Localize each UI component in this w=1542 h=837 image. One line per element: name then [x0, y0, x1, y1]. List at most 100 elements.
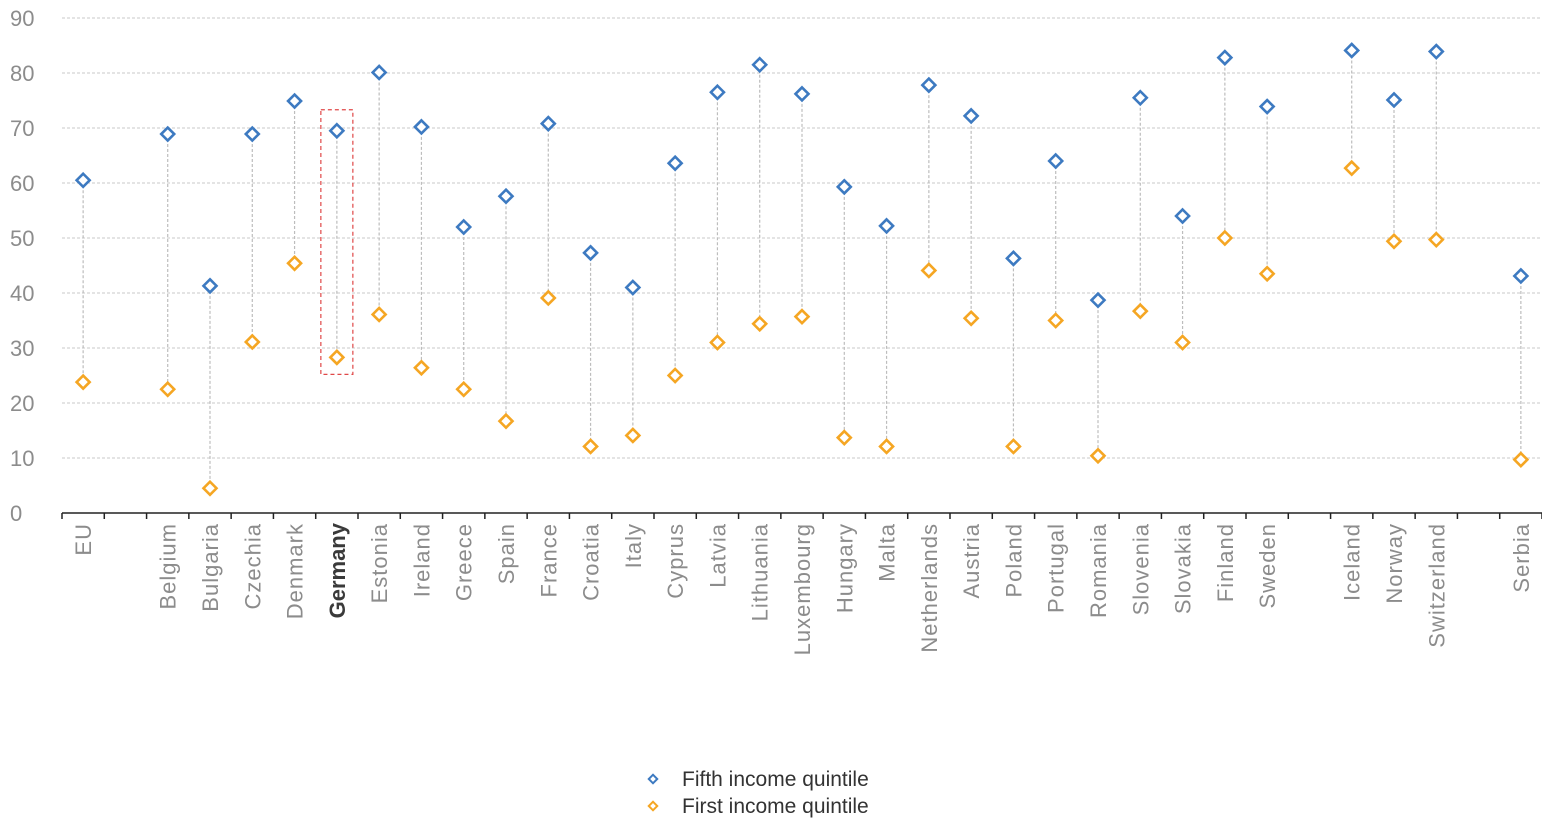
x-tick-label: Cyprus [663, 523, 688, 599]
marker-fifth-quintile [1385, 91, 1403, 109]
marker-fifth-quintile [1512, 267, 1530, 285]
marker-fifth-quintile [539, 115, 557, 132]
marker-first-quintile [1512, 451, 1530, 468]
y-tick-label-0: 0 [10, 501, 22, 526]
marker-fifth-quintile [582, 244, 599, 262]
marker-first-quintile [539, 289, 557, 307]
x-tick-label: Luxembourg [790, 523, 815, 655]
x-tick-label: Croatia [579, 523, 604, 601]
x-tick-label: Bulgaria [198, 523, 223, 612]
marker-first-quintile [751, 315, 769, 333]
marker-fifth-quintile [1005, 250, 1022, 267]
marker-fifth-quintile [709, 83, 726, 101]
marker-fifth-quintile [751, 56, 769, 74]
y-tick-label-20: 20 [10, 391, 34, 416]
marker-first-quintile [1131, 302, 1149, 320]
y-tick-label-70: 70 [10, 116, 34, 141]
x-tick-label: Netherlands [917, 523, 942, 653]
marker-first-quintile [920, 262, 938, 279]
marker-fifth-quintile [624, 279, 642, 296]
x-tick-label: Finland [1213, 523, 1238, 602]
x-tick-label: Portugal [1044, 523, 1069, 613]
x-tick-label: Belgium [156, 523, 181, 609]
marker-fifth-quintile [1427, 43, 1445, 60]
marker-first-quintile [1427, 231, 1445, 248]
marker-fifth-quintile [920, 76, 938, 94]
marker-fifth-quintile [1089, 291, 1107, 309]
x-tick-label: Iceland [1340, 523, 1365, 601]
x-tick-label: France [536, 523, 561, 597]
marker-first-quintile [201, 479, 219, 497]
x-tick-label: Norway [1382, 523, 1407, 604]
x-tick-label: Poland [1001, 523, 1026, 598]
marker-fifth-quintile [243, 125, 261, 143]
marker-fifth-quintile [74, 171, 92, 189]
x-tick-label: Switzerland [1424, 523, 1449, 648]
x-tick-label: Malta [875, 523, 900, 582]
x-tick-label: Latvia [705, 523, 730, 588]
x-tick-label: EU [71, 523, 96, 556]
x-tick-label: Denmark [283, 523, 308, 619]
x-tick-label: Slovenia [1128, 523, 1153, 615]
marker-first-quintile [962, 309, 980, 327]
marker-first-quintile [286, 254, 303, 272]
y-tick-label-30: 30 [10, 336, 34, 361]
marker-fifth-quintile [962, 107, 980, 125]
marker-fifth-quintile [1216, 49, 1234, 66]
x-tick-label: Serbia [1509, 523, 1534, 593]
highlight-box [320, 109, 354, 375]
x-tick-label: Lithuania [748, 523, 773, 621]
x-tick-label: Estonia [367, 523, 392, 603]
y-tick-label-90: 90 [10, 6, 34, 31]
marker-fifth-quintile [835, 178, 853, 196]
y-tick-label-60: 60 [10, 171, 34, 196]
y-tick-label-10: 10 [10, 446, 34, 471]
marker-fifth-quintile [159, 125, 177, 143]
marker-fifth-quintile [497, 187, 515, 205]
marker-fifth-quintile [201, 277, 219, 295]
chart-legend: Fifth income quintile First income quint… [646, 766, 869, 820]
marker-first-quintile [455, 380, 473, 398]
marker-fifth-quintile [1174, 207, 1191, 225]
marker-first-quintile [243, 333, 261, 351]
x-tick-label: Slovakia [1171, 523, 1196, 614]
marker-first-quintile [328, 349, 346, 366]
legend-marker-fifth-quintile [646, 772, 662, 788]
marker-first-quintile [1005, 438, 1022, 455]
marker-first-quintile [413, 359, 430, 377]
x-tick-label: Greece [452, 523, 477, 601]
marker-first-quintile [793, 308, 811, 325]
legend-item-fifth-quintile: Fifth income quintile [646, 766, 869, 793]
marker-first-quintile [1174, 334, 1191, 351]
marker-first-quintile [666, 367, 684, 384]
marker-first-quintile [497, 412, 515, 430]
legend-label-first-quintile: First income quintile [682, 794, 869, 818]
marker-fifth-quintile [666, 154, 684, 172]
legend-item-first-quintile: First income quintile [646, 793, 869, 820]
marker-fifth-quintile [1343, 42, 1361, 59]
marker-first-quintile [1216, 229, 1234, 247]
marker-first-quintile [159, 380, 177, 398]
x-tick-label: Romania [1086, 523, 1111, 618]
marker-first-quintile [1343, 159, 1361, 177]
x-tick-label: Italy [621, 523, 646, 568]
marker-first-quintile [74, 373, 92, 391]
x-tick-label: Ireland [409, 523, 434, 597]
marker-fifth-quintile [286, 92, 303, 110]
x-tick-label: Sweden [1255, 523, 1280, 609]
legend-marker-first-quintile [646, 799, 662, 815]
marker-first-quintile [709, 334, 726, 351]
y-tick-label-40: 40 [10, 281, 34, 306]
marker-first-quintile [624, 427, 642, 444]
marker-first-quintile [835, 429, 853, 446]
marker-first-quintile [1385, 232, 1403, 250]
marker-fifth-quintile [878, 217, 895, 235]
marker-fifth-quintile [1047, 152, 1065, 170]
x-tick-label: Austria [959, 523, 984, 598]
x-tick-label: Spain [494, 523, 519, 584]
marker-first-quintile [370, 306, 388, 323]
dumbbell-chart: 0 10 20 30 40 50 60 70 80 90 EU Belgium Bulgaria Czec… [10, 6, 1542, 655]
marker-first-quintile [1047, 312, 1065, 329]
marker-fifth-quintile [370, 64, 388, 81]
marker-fifth-quintile [1258, 98, 1276, 115]
